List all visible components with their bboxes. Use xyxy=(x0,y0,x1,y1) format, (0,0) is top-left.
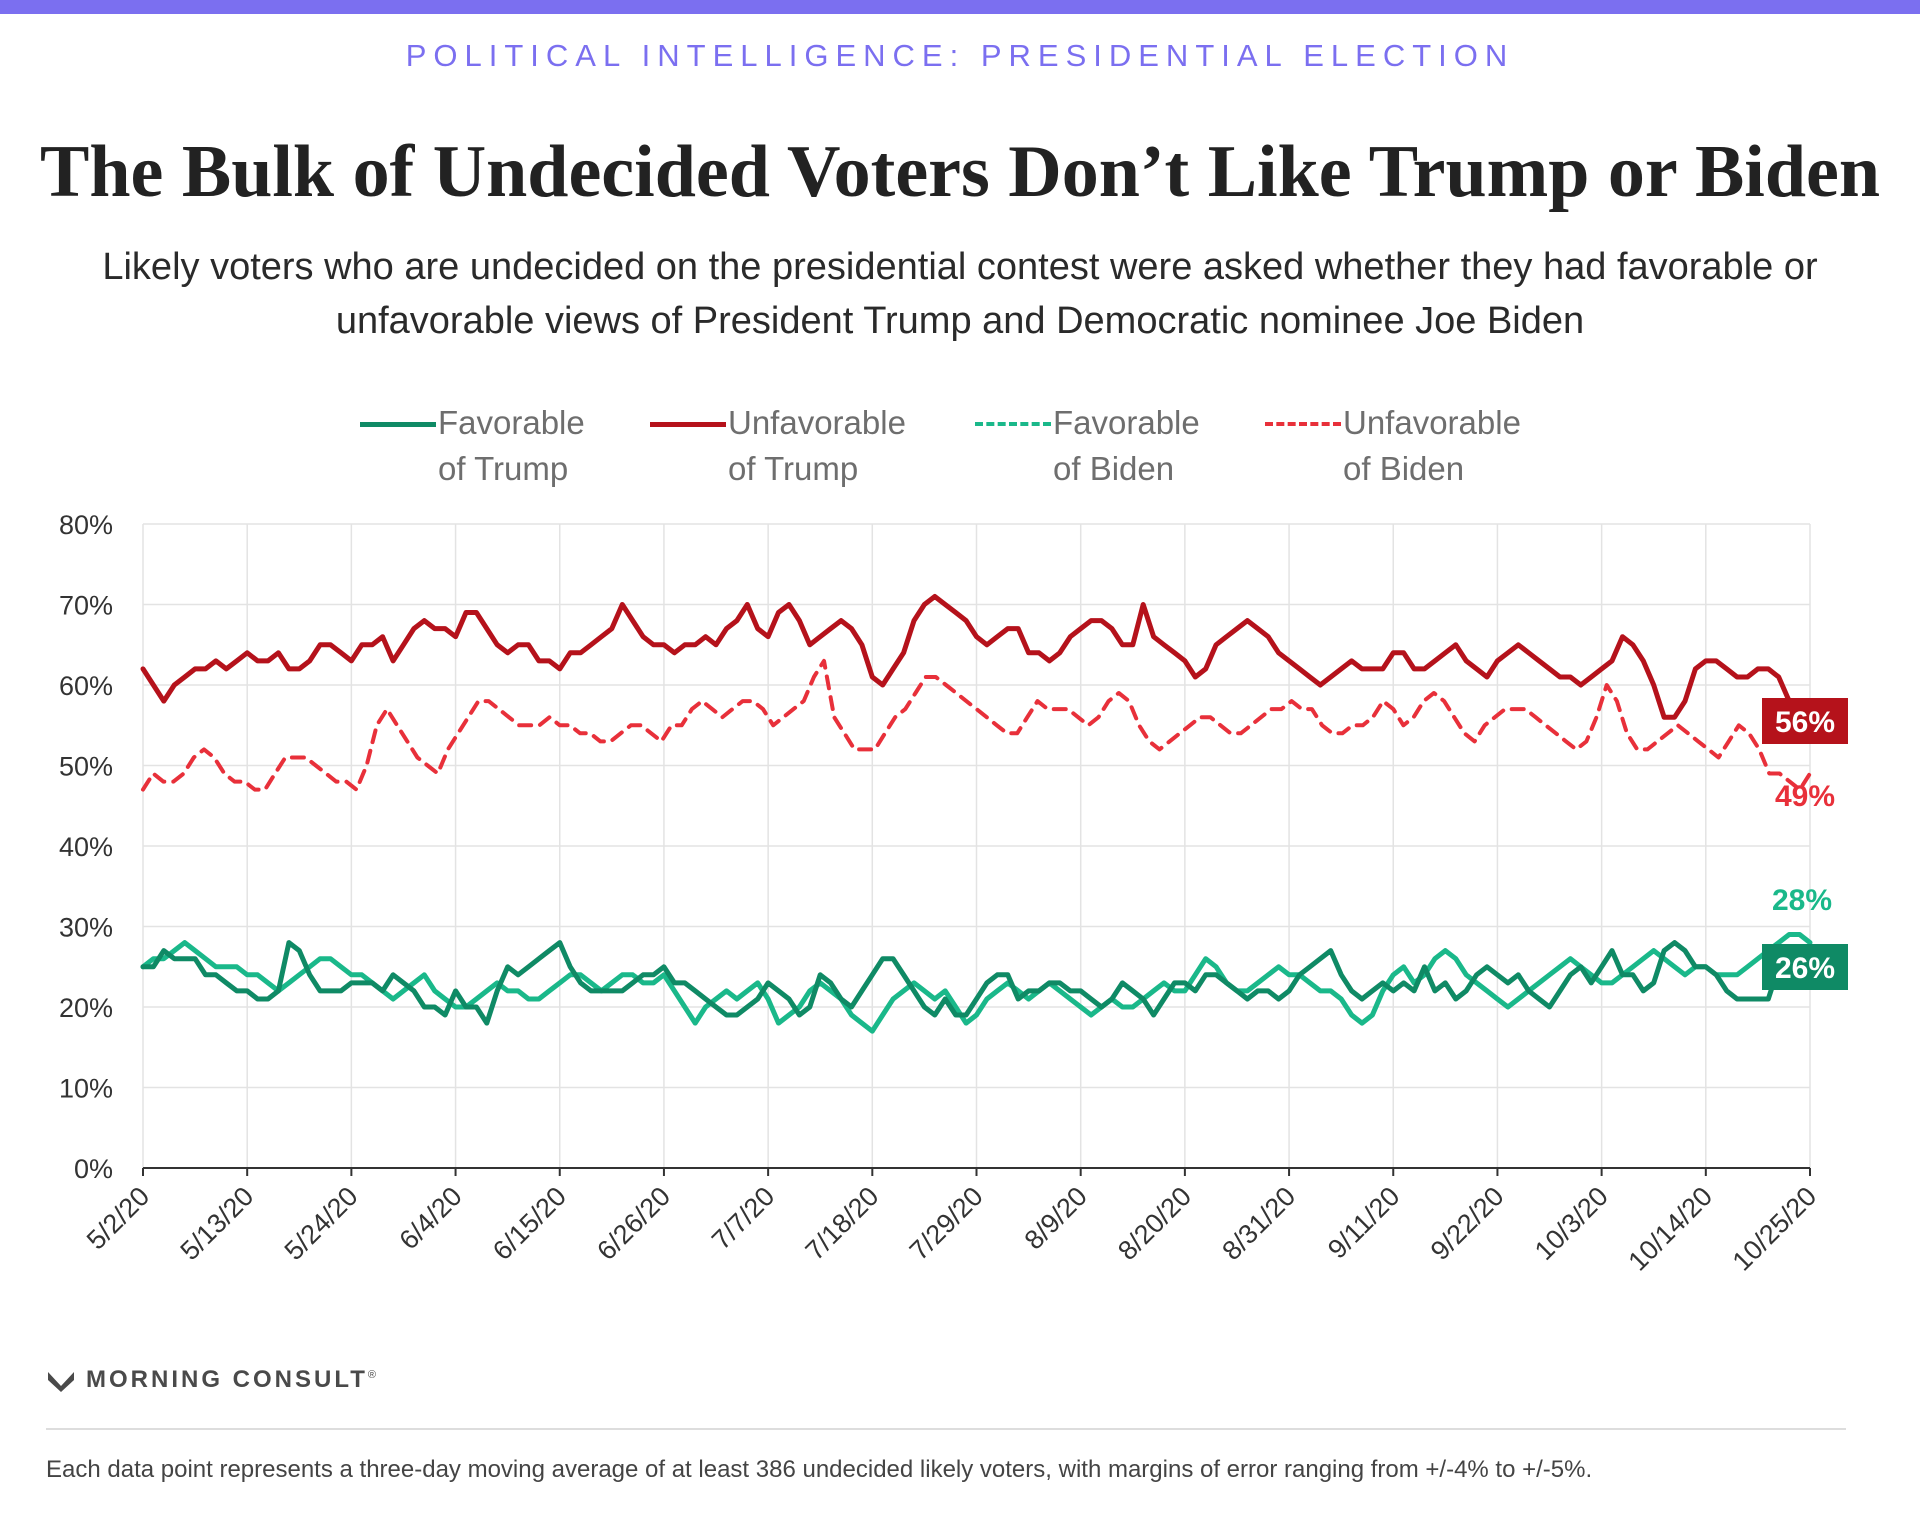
y-tick-label: 40% xyxy=(59,832,113,862)
x-tick-label: 6/4/20 xyxy=(394,1181,468,1255)
footnote: Each data point represents a three-day m… xyxy=(46,1456,1593,1483)
end-label-favorable-trump: 26% xyxy=(1775,952,1835,985)
x-tick-label: 7/18/20 xyxy=(800,1181,885,1266)
legend-label: Favorable of Trump xyxy=(438,404,585,487)
x-tick-label: 7/7/20 xyxy=(706,1181,780,1255)
x-tick-label: 6/15/20 xyxy=(487,1181,572,1266)
chart-legend: Favorable of Trump Unfavorable of Trump … xyxy=(0,400,1920,500)
legend-label: Unfavorable of Trump xyxy=(728,404,906,487)
brand-logo-text: MORNING CONSULT® xyxy=(86,1366,379,1393)
y-tick-label: 30% xyxy=(59,913,113,943)
kicker: POLITICAL INTELLIGENCE: PRESIDENTIAL ELE… xyxy=(405,38,1515,73)
morning-consult-m-icon xyxy=(48,1372,74,1392)
x-tick-label: 7/29/20 xyxy=(904,1181,989,1266)
legend-swatch xyxy=(975,422,1051,426)
x-tick-label: 6/26/20 xyxy=(591,1181,676,1266)
y-tick-label: 20% xyxy=(59,993,113,1023)
x-tick-label: 5/13/20 xyxy=(175,1181,260,1266)
x-tick-label: 10/14/20 xyxy=(1623,1181,1719,1277)
end-label-favorable-biden: 28% xyxy=(1772,884,1832,917)
end-label-unfavorable-trump: 56% xyxy=(1775,706,1835,739)
chart-title: The Bulk of Undecided Voters Don’t Like … xyxy=(39,131,1881,213)
legend-swatch xyxy=(360,422,436,427)
series-line-favorable-of-biden xyxy=(140,932,1813,1034)
legend-swatch xyxy=(1265,422,1341,426)
end-label-box-favorable-trump xyxy=(1762,944,1848,990)
legend-swatch xyxy=(650,422,726,427)
x-tick-label: 8/31/20 xyxy=(1216,1181,1301,1266)
x-tick-label: 5/24/20 xyxy=(279,1181,364,1266)
x-tick-label: 9/11/20 xyxy=(1322,1181,1406,1265)
end-label-box-unfavorable-trump xyxy=(1762,698,1848,744)
legend-label: Unfavorable of Biden xyxy=(1343,404,1521,487)
x-tick-label: 8/9/20 xyxy=(1019,1181,1093,1255)
x-tick-label: 10/25/20 xyxy=(1727,1181,1823,1277)
y-tick-label: 0% xyxy=(74,1154,113,1184)
series-line-unfavorable-of-trump xyxy=(140,594,1813,720)
y-tick-label: 50% xyxy=(59,752,113,782)
y-tick-label: 70% xyxy=(59,591,113,621)
y-tick-label: 60% xyxy=(59,671,113,701)
end-label-unfavorable-biden: 49% xyxy=(1775,780,1835,813)
x-tick-label: 9/22/20 xyxy=(1425,1181,1510,1266)
x-tick-label: 10/3/20 xyxy=(1529,1181,1614,1266)
x-tick-label: 5/2/20 xyxy=(81,1181,155,1255)
top-accent-bar xyxy=(0,0,1920,14)
y-tick-label: 10% xyxy=(59,1074,113,1104)
series-line-unfavorable-of-biden xyxy=(141,658,1812,792)
legend-label: Favorable of Biden xyxy=(1053,404,1200,487)
footer-divider xyxy=(46,1428,1846,1430)
x-tick-label: 8/20/20 xyxy=(1112,1181,1197,1266)
series-line-favorable-of-trump xyxy=(140,940,1813,1026)
chart-subtitle: Likely voters who are undecided on the p… xyxy=(102,246,1818,342)
y-tick-label: 80% xyxy=(59,510,113,540)
